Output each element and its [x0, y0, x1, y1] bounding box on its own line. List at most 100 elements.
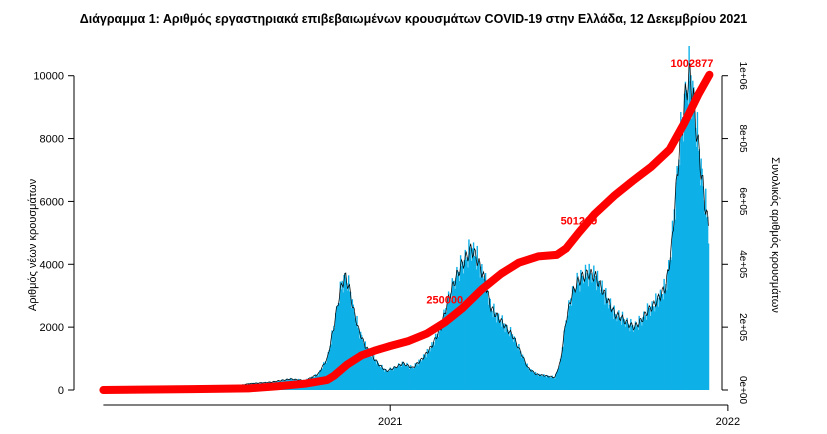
daily-bar — [384, 371, 386, 390]
daily-bar — [447, 291, 450, 390]
daily-bar — [391, 368, 393, 390]
daily-bar — [661, 294, 663, 390]
daily-bar — [588, 263, 590, 390]
daily-bar — [558, 365, 561, 390]
daily-bar — [363, 346, 366, 390]
daily-bar — [336, 305, 339, 390]
daily-bar — [433, 341, 435, 390]
daily-bar — [601, 280, 603, 390]
daily-bar — [345, 277, 347, 390]
daily-bar — [570, 298, 572, 390]
daily-bar — [324, 361, 327, 390]
daily-bar — [400, 366, 403, 390]
daily-bar — [697, 151, 700, 390]
daily-bar — [476, 245, 478, 390]
daily-bar — [525, 365, 527, 390]
daily-bar — [430, 347, 432, 390]
daily-bar — [414, 363, 416, 390]
daily-bar — [469, 252, 471, 390]
daily-bar — [420, 359, 422, 390]
daily-bar — [550, 377, 552, 390]
daily-bar — [586, 273, 589, 390]
daily-bar — [626, 317, 628, 390]
daily-bar — [580, 269, 582, 390]
daily-bar — [566, 320, 568, 390]
daily-bar — [701, 168, 703, 390]
daily-bar — [471, 248, 474, 390]
daily-bar — [623, 319, 626, 390]
daily-bar — [654, 311, 656, 390]
daily-bar — [506, 324, 508, 390]
daily-bar — [644, 316, 646, 390]
daily-bar — [567, 315, 569, 390]
daily-bar — [700, 158, 702, 390]
daily-bar — [387, 371, 390, 390]
daily-bar — [706, 216, 709, 390]
daily-bar — [339, 281, 342, 390]
daily-bar — [337, 302, 340, 390]
daily-bar — [600, 289, 602, 390]
daily-bar — [356, 315, 358, 390]
daily-bar — [351, 299, 354, 390]
x-tick-label: 2021 — [378, 416, 402, 428]
daily-bar — [696, 112, 699, 391]
daily-bar — [664, 289, 666, 390]
daily-bar — [635, 326, 638, 390]
daily-bar — [527, 368, 529, 390]
daily-bar — [644, 314, 647, 390]
labels-group: Αριθμός νέων κρουσμάτων Συνολικός αριθμός… — [27, 58, 781, 314]
daily-bar — [378, 364, 380, 390]
daily-bar — [438, 331, 441, 390]
y2-tick-label: 0e+00 — [737, 376, 748, 405]
daily-bar — [694, 127, 697, 390]
daily-bar — [328, 349, 330, 390]
daily-bar — [445, 308, 447, 390]
daily-bar — [699, 185, 701, 390]
daily-bar — [334, 328, 336, 390]
daily-bar — [410, 367, 413, 390]
daily-bar — [624, 326, 626, 390]
daily-bar — [489, 298, 491, 390]
y2-tick-label: 2e+05 — [737, 313, 748, 342]
daily-bar — [381, 364, 383, 390]
daily-bar — [470, 247, 472, 390]
daily-bar — [347, 275, 350, 390]
daily-bar — [683, 93, 686, 390]
daily-bar — [596, 270, 599, 390]
daily-bar — [677, 167, 679, 390]
daily-bar — [477, 262, 479, 390]
daily-bar — [594, 278, 596, 390]
daily-bar — [471, 260, 473, 390]
daily-bar — [359, 338, 361, 390]
daily-bar — [347, 290, 349, 390]
daily-bar — [518, 343, 520, 390]
daily-bar — [499, 321, 502, 390]
daily-bar — [369, 351, 371, 390]
daily-bar — [609, 298, 612, 390]
daily-bar — [678, 159, 680, 390]
daily-bar — [572, 289, 575, 390]
daily-bar — [412, 368, 415, 390]
daily-bar — [498, 319, 501, 390]
daily-bar — [486, 290, 489, 390]
daily-bar — [698, 149, 700, 390]
daily-bar — [565, 320, 567, 390]
daily-bar — [459, 255, 462, 390]
daily-bar — [575, 288, 577, 390]
daily-bar — [647, 311, 650, 390]
daily-bar — [651, 301, 653, 390]
daily-bar — [454, 288, 456, 390]
daily-bar — [436, 333, 439, 390]
daily-bar — [607, 298, 609, 390]
daily-bar — [422, 354, 425, 390]
daily-bar — [426, 348, 429, 390]
daily-bar — [704, 213, 706, 390]
daily-bar — [468, 239, 470, 390]
daily-bar — [465, 260, 467, 390]
daily-bar — [604, 304, 606, 390]
daily-bar — [579, 291, 581, 390]
daily-bar — [534, 371, 537, 390]
daily-bar — [692, 80, 694, 391]
daily-bar — [432, 345, 434, 390]
daily-bar — [409, 365, 412, 390]
